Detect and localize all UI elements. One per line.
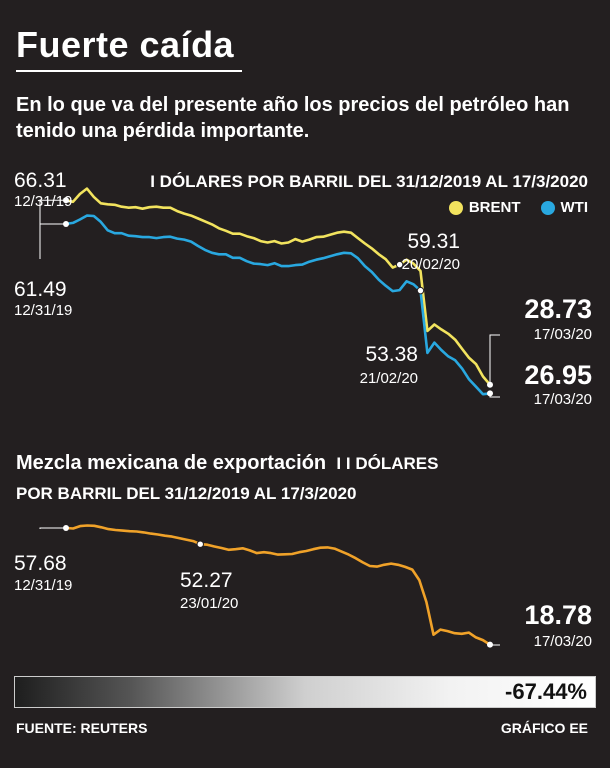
start-value-label-0-1: 61.49 [14,278,67,301]
chart2-title-text: Mezcla mexicana de exportación [16,452,327,474]
end-point-1-0 [487,641,493,648]
chart-subtitle: En lo que va del presente año los precio… [16,94,570,142]
chart-title: Fuerte caída [16,24,235,65]
start-date-label-1-0: 12/31/19 [14,577,72,594]
end-leader-0-0 [489,334,500,385]
mid-date-label-0-0: 20/02/20 [402,256,460,273]
change-summary-fill [15,677,595,707]
title-underline [16,70,242,72]
series-line-0-0 [64,187,492,387]
mid-point-1-0 [196,540,204,548]
chart2-title-suffix: I I DÓLARES [331,454,439,473]
start-value-label-1-0: 57.68 [14,552,67,575]
start-point-1-0 [63,524,69,531]
end-point-0-0 [487,381,493,388]
mid-date-label-1-0: 23/01/20 [180,595,238,612]
start-date-label-0-0: 12/31/19 [14,193,72,210]
end-date-label-0-0: 17/03/20 [534,326,592,343]
start-point-0-0 [63,197,69,204]
start-leader-1-0 [39,527,66,529]
legend-brent-label: BRENT [468,199,521,216]
series-line-1-0 [64,524,492,647]
graphic-credit: GRÁFICO EE [500,720,588,736]
end-date-label-1-0: 17/03/20 [534,633,592,650]
chart1-header: I DÓLARES POR BARRIL DEL 31/12/2019 AL 1… [150,172,588,191]
change-summary-bar: -67.44% [14,676,596,708]
mid-value-label-1-0: 52.27 [180,569,233,592]
source-note: FUENTE: REUTERS [16,720,148,736]
mid-date-label-0-1: 21/02/20 [360,370,418,387]
end-date-label-0-1: 17/03/20 [534,391,592,408]
start-leader-0-1 [39,223,66,259]
end-point-0-1 [487,390,493,397]
mid-point-0-1 [416,286,425,295]
mid-value-label-0-1: 53.38 [365,343,418,366]
chart2-header: POR BARRIL DEL 31/12/2019 AL 17/3/2020 [16,484,357,503]
start-date-label-0-1: 12/31/19 [14,302,72,319]
legend-wti-label: WTI [560,199,589,216]
chart1-legend: BRENT WTI [448,199,589,216]
legend-brent-swatch [448,200,463,215]
end-value-label-1-0: 18.78 [524,600,592,630]
legend-wti-swatch [540,200,555,215]
chart2-title: Mezcla mexicana de exportación I I DÓLAR… [16,452,438,475]
start-value-label-0-0: 66.31 [14,169,67,192]
end-value-label-0-1: 26.95 [524,360,592,390]
mid-value-label-0-0: 59.31 [407,230,460,253]
change-summary-label: -67.44% [505,679,587,704]
start-point-0-1 [63,220,69,227]
end-value-label-0-0: 28.73 [524,294,592,324]
mid-point-0-0 [395,260,404,269]
